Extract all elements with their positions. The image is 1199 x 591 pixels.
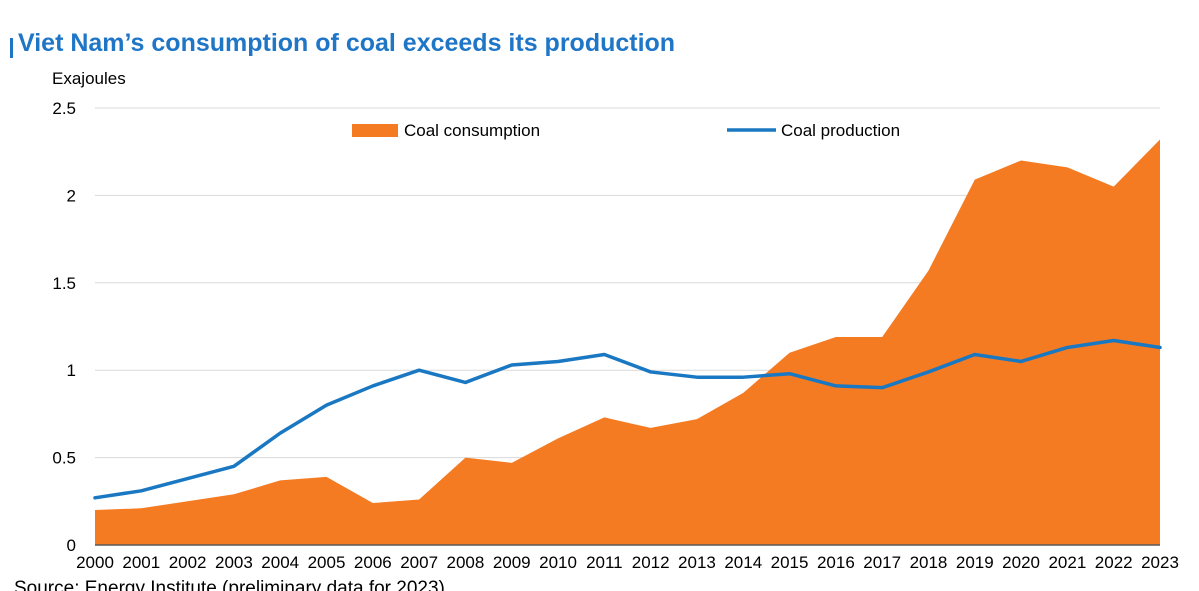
x-tick-label: 2000 — [76, 553, 114, 572]
x-tick-label: 2013 — [678, 553, 716, 572]
y-tick-label: 0.5 — [52, 449, 76, 468]
x-tick-label: 2007 — [400, 553, 438, 572]
x-tick-label: 2008 — [447, 553, 485, 572]
y-tick-label: 2.5 — [52, 99, 76, 118]
legend-label-coal-consumption: Coal consumption — [404, 121, 540, 140]
x-tick-label: 2016 — [817, 553, 855, 572]
legend: Coal consumption Coal production — [352, 121, 900, 140]
legend-swatch-coal-consumption — [352, 124, 398, 137]
y-tick-label: 0 — [67, 536, 76, 555]
area-layer — [95, 139, 1160, 546]
axis-layer: 0 0.5 1 1.5 2 2.5 Exajoules 2000 2001 2002 2003 200… — [52, 69, 1179, 572]
x-tick-label: 2021 — [1048, 553, 1086, 572]
series-area-coal-consumption — [95, 139, 1160, 546]
chart-title: Viet Nam’s consumption of coal exceeds i… — [18, 29, 676, 57]
y-tick-label: 1.5 — [52, 274, 76, 293]
x-tick-label: 2014 — [724, 553, 762, 572]
x-tick-label: 2003 — [215, 553, 253, 572]
y-tick-label: 2 — [67, 186, 76, 205]
x-tick-label: 2018 — [910, 553, 948, 572]
x-tick-label: 2002 — [169, 553, 207, 572]
x-tick-label: 2012 — [632, 553, 670, 572]
x-tick-label: 2017 — [863, 553, 901, 572]
x-tick-label: 2023 — [1141, 553, 1179, 572]
y-tick-label: 1 — [67, 361, 76, 380]
x-tick-label: 2006 — [354, 553, 392, 572]
x-tick-label: 2020 — [1002, 553, 1040, 572]
title-accent-bar — [10, 38, 13, 58]
x-tick-label: 2011 — [586, 553, 623, 572]
series-line-coal-production — [93, 338, 1162, 500]
x-tick-label: 2015 — [771, 553, 809, 572]
legend-label-coal-production: Coal production — [781, 121, 900, 140]
x-tick-label: 2009 — [493, 553, 531, 572]
x-tick-label: 2019 — [956, 553, 994, 572]
x-tick-label: 2010 — [539, 553, 577, 572]
x-tick-label: 2004 — [261, 553, 299, 572]
y-axis-label: Exajoules — [52, 69, 126, 88]
x-tick-label: 2001 — [122, 553, 160, 572]
source-note: Source: Energy Institute (preliminary da… — [14, 578, 445, 591]
x-tick-label: 2022 — [1095, 553, 1133, 572]
x-tick-label: 2005 — [308, 553, 346, 572]
line-layer — [93, 338, 1162, 500]
